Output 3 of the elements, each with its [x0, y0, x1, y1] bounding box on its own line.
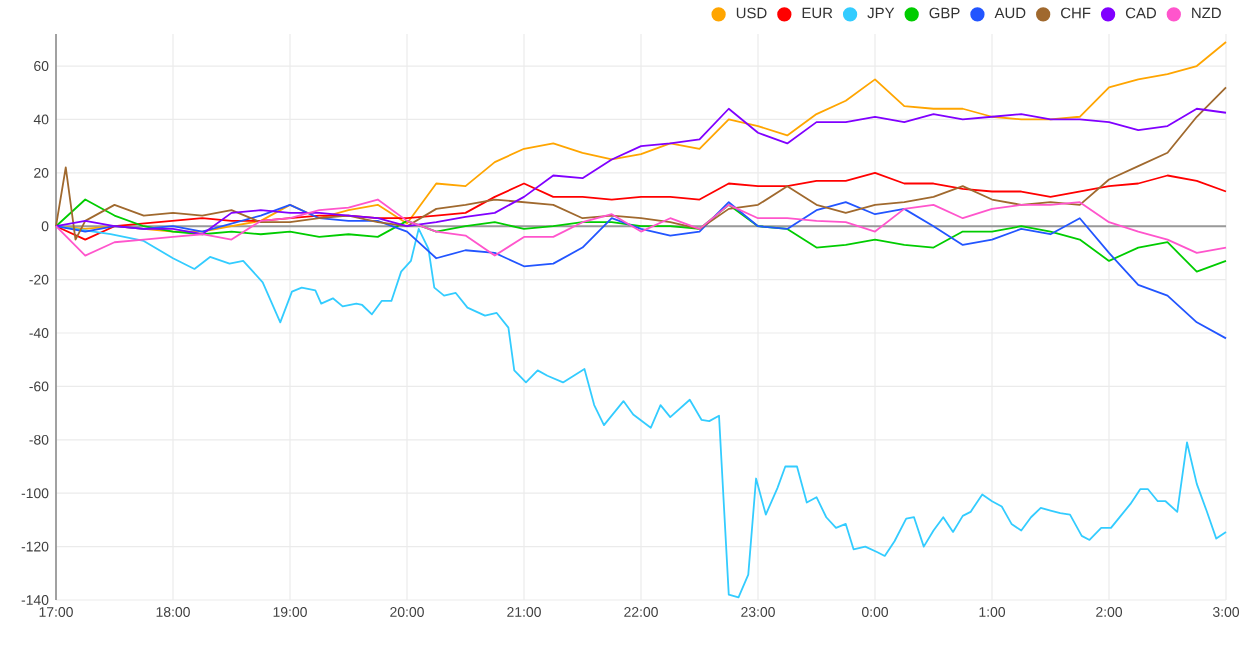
line-series: [55, 107, 1227, 236]
line-series: [55, 198, 1227, 257]
line-series: [55, 198, 1227, 273]
